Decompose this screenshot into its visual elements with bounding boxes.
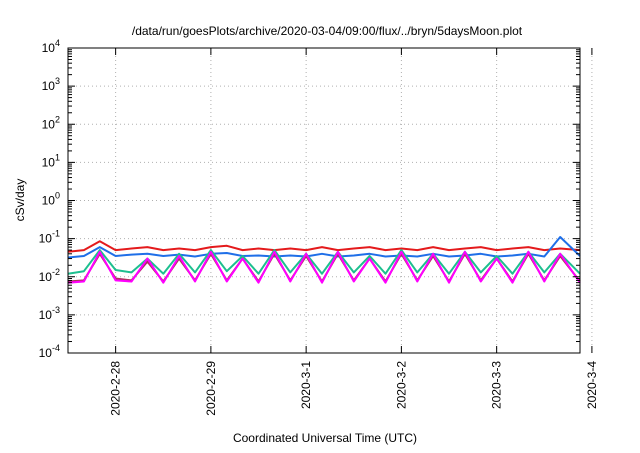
x-tick-label: 2020-3-2 — [394, 361, 408, 409]
series-group — [67, 236, 581, 284]
x-tick-label: 2020-2-29 — [204, 361, 218, 416]
series-line-3 — [67, 249, 581, 275]
chart-title: /data/run/goesPlots/archive/2020-03-04/0… — [132, 24, 523, 38]
y-tick-label: 102 — [42, 114, 60, 131]
y-tick-label: 100 — [42, 191, 60, 208]
y-tick-label: 10-3 — [39, 305, 60, 322]
series-line-5 — [67, 250, 581, 284]
y-tick-label: 103 — [42, 76, 60, 93]
x-axis-label: Coordinated Universal Time (UTC) — [233, 431, 417, 445]
grid — [68, 47, 593, 354]
series-line-2 — [67, 236, 581, 259]
x-tick-label: 2020-3-3 — [490, 361, 504, 409]
ticks: 10-4 10-3 10-2 10-1 100 101 102 103 104 2020-2-28… — [39, 38, 599, 416]
x-tick-label: 2020-3-4 — [585, 361, 599, 409]
y-axis-label: cSv/day — [13, 179, 27, 222]
y-tick-label: 10-2 — [39, 267, 60, 284]
x-tick-label: 2020-2-28 — [109, 361, 123, 416]
y-tick-label: 104 — [42, 38, 60, 55]
y-tick-label: 10-4 — [39, 343, 60, 360]
y-tick-label: 10-1 — [39, 229, 60, 246]
y-tick-label: 101 — [42, 152, 60, 169]
x-tick-label: 2020-3-1 — [299, 361, 313, 409]
series-line-1 — [67, 240, 581, 253]
